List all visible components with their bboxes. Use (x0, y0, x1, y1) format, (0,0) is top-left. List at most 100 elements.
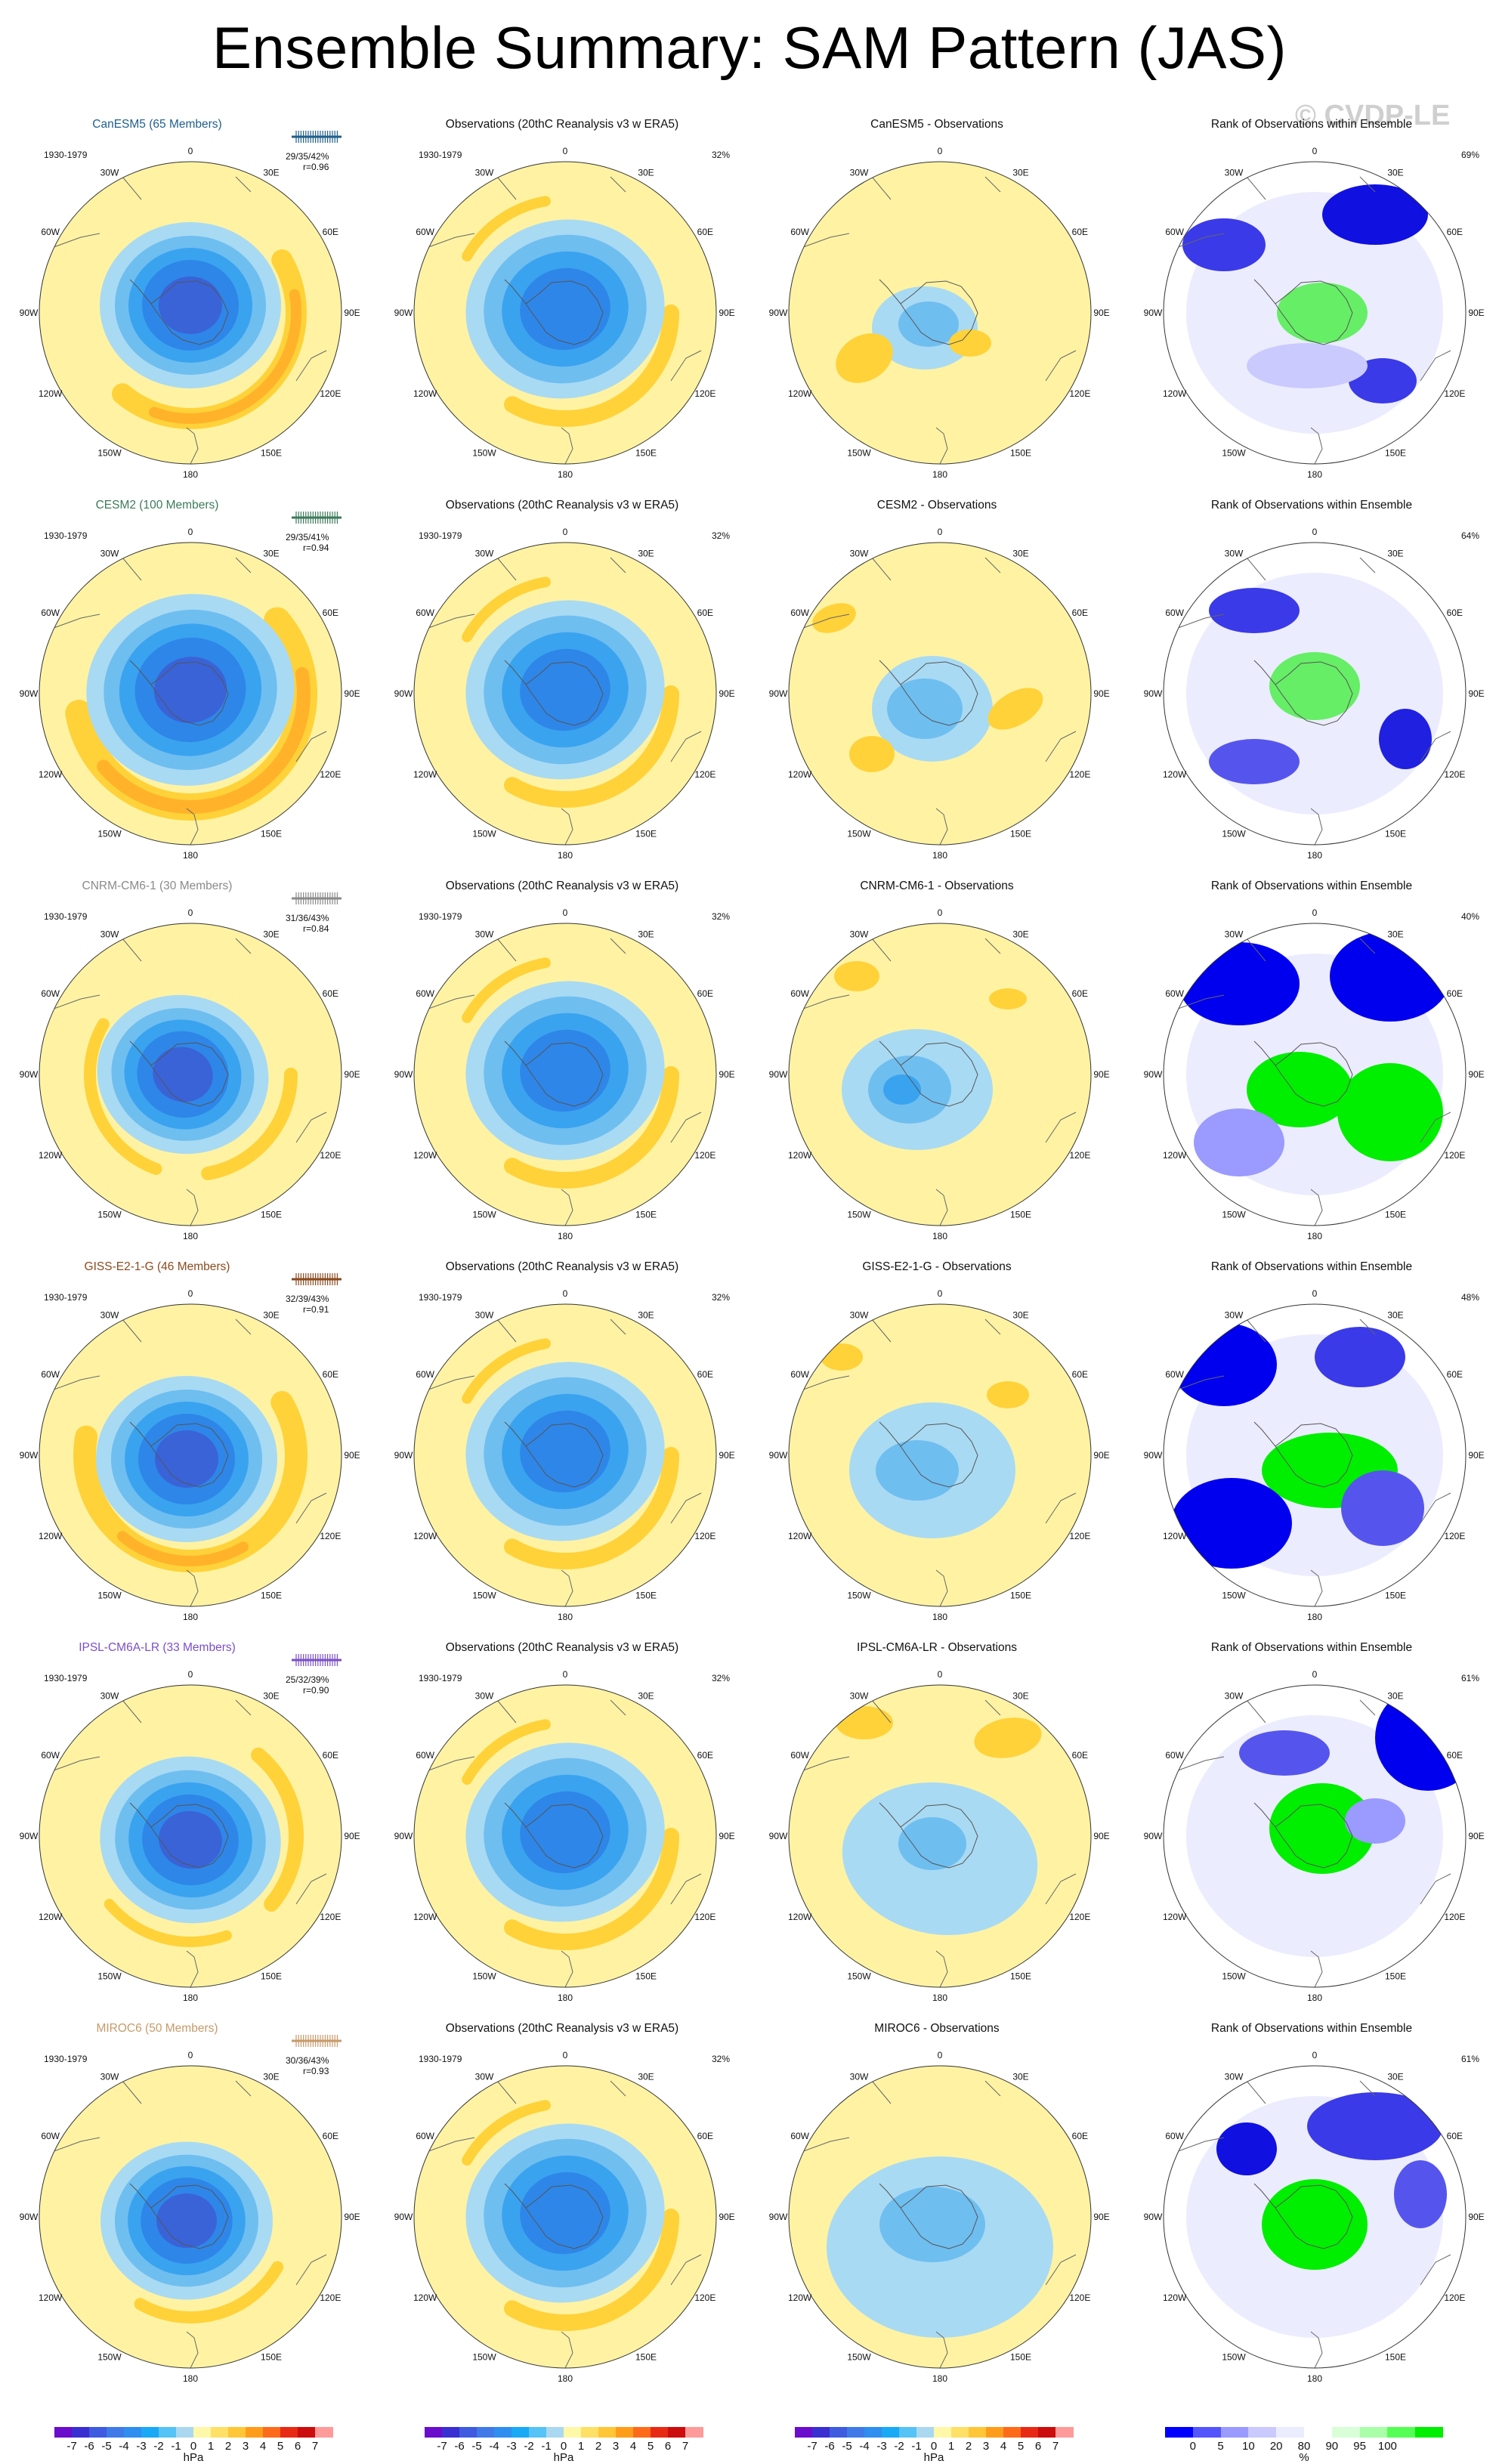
negative-anomaly-contour (898, 1817, 966, 1870)
longitude-label: 30W (100, 168, 119, 178)
member-spread-bar (292, 512, 342, 524)
rank-region (1171, 1478, 1292, 1569)
colorbar-swatch (176, 2427, 194, 2438)
colorbar-swatch (141, 2427, 159, 2438)
member-spread-bar (292, 131, 342, 143)
longitude-label: 150E (1010, 1971, 1031, 1981)
colorbar-swatch (228, 2427, 246, 2438)
longitude-label: 30E (1387, 929, 1403, 940)
longitude-label: 60W (790, 1750, 809, 1761)
longitude-label: 180 (183, 850, 198, 861)
panel-title: CNRM-CM6-1 (30 Members) (82, 880, 233, 892)
antarctica-coastline (129, 1802, 229, 1869)
longitude-label: 60W (1165, 1750, 1184, 1761)
longitude-label: 60W (790, 1369, 809, 1380)
ensemble-stats: 25/32/39% r=0.90 (286, 1674, 329, 1696)
colorbar-tick-label: -6 (454, 2440, 465, 2453)
map-boundary (788, 1684, 1092, 1988)
rank-region (1182, 218, 1266, 271)
member-spread-bar (292, 1654, 342, 1666)
map-boundary (1163, 923, 1467, 1226)
longitude-label: 180 (1307, 1612, 1322, 1622)
longitude-label: 120E (694, 2292, 716, 2303)
colorbar-unit: hPa (553, 2451, 574, 2464)
longitude-label: 30E (1012, 549, 1028, 559)
variance-percent: 32% (712, 150, 731, 160)
longitude-label: 30W (1225, 929, 1244, 940)
longitude-label: 60W (41, 227, 60, 237)
rank-region (1179, 942, 1300, 1025)
longitude-label: 120W (1163, 769, 1187, 780)
longitude-label: 150E (1010, 1209, 1031, 1220)
difference-panel: IPSL-CM6A-LR - Observations 0 30E 60E 90E 120… (750, 1637, 1124, 2017)
longitude-label: 120W (39, 1531, 63, 1541)
longitude-label: 150W (1222, 1209, 1246, 1220)
longitude-label: 180 (1307, 469, 1322, 480)
negative-anomaly-contour (879, 2187, 985, 2262)
longitude-label: 150E (635, 2351, 657, 2362)
polar-map: 0 30E 60E 90E 120E 150E 180 150W 120W 90W 60W 30W (1144, 527, 1485, 861)
rank-panel: Rank of Observations within Ensemble 61% 0… (1124, 2017, 1499, 2398)
colorbar-swatch (1021, 2427, 1039, 2438)
colorbar-swatch (298, 2427, 316, 2438)
longitude-label: 30E (1012, 168, 1028, 178)
longitude-label: 60E (1447, 988, 1463, 999)
longitude-label: 30E (1387, 168, 1403, 178)
longitude-label: 180 (183, 1612, 198, 1622)
ensemble-row-miroc6: MIROC6 (50 Members) 1930-1979 30/36/43% r=0… (0, 2017, 1499, 2398)
colorbar-swatch (1248, 2427, 1277, 2438)
observation-pattern-panel: Observations (20thC Reanalysis v3 w ERA5… (375, 1637, 750, 2017)
continent-coastline (414, 938, 702, 1226)
longitude-label: 90W (769, 1831, 788, 1841)
negative-anomaly-contour (159, 1810, 222, 1869)
longitude-label: 30E (638, 549, 654, 559)
positive-anomaly-band (97, 666, 311, 814)
colorbar-tick-label: 0 (930, 2440, 938, 2453)
longitude-label: 30E (263, 929, 279, 940)
colorbar-tick-label: -3 (876, 2440, 887, 2453)
longitude-label: 120E (1444, 388, 1465, 399)
colorbar-swatch (916, 2427, 935, 2438)
rank-region (1269, 1783, 1375, 1874)
colorbar-swatch (951, 2427, 969, 2438)
longitude-label: 90E (344, 1831, 360, 1841)
longitude-label: 150E (261, 2351, 282, 2362)
longitude-label: 90W (394, 2212, 413, 2222)
longitude-label: 150W (847, 828, 871, 839)
colorbar-tick-label: 6 (294, 2440, 301, 2453)
variance-percent: 32% (712, 1673, 731, 1683)
longitude-label: 90E (1093, 2212, 1109, 2222)
polar-map: 0 30E 60E 90E 120E 150E 180 150W 120W 90W 60W 30W (1144, 907, 1485, 1241)
positive-anomaly-band (462, 1719, 551, 1785)
rank-region (1341, 1470, 1424, 1546)
difference-panel: CNRM-CM6-1 - Observations 0 30E 60E 90E 120E 1… (750, 875, 1124, 1256)
longitude-label: 60E (323, 988, 338, 999)
map-boundary (1163, 2065, 1467, 2369)
colorbar-swatch (494, 2427, 512, 2438)
colorbar-tick-label: -1 (911, 2440, 922, 2453)
longitude-label: 180 (183, 2373, 198, 2384)
panel-title: Rank of Observations within Ensemble (1210, 499, 1413, 512)
longitude-label: 30W (850, 929, 869, 940)
longitude-label: 90E (719, 1069, 734, 1080)
period-label: 1930-1979 (44, 911, 88, 922)
polar-map: 0 30E 60E 90E 120E 150E 180 150W 120W 90W 60W 30W (1144, 1288, 1485, 1622)
positive-anomaly-contour (812, 603, 856, 633)
antarctica-coastline (129, 1421, 229, 1488)
longitude-label: 30E (1387, 549, 1403, 559)
colorbar-swatch (425, 2427, 443, 2438)
longitude-label: 90W (394, 1450, 413, 1461)
longitude-label: 150W (1222, 447, 1246, 458)
continent-coastline (789, 938, 1077, 1226)
longitude-label: 120E (694, 388, 716, 399)
polar-map: 0 30E 60E 90E 120E 150E 180 150W 120W 90W 60W 30W (1144, 146, 1485, 480)
polar-map: 0 30E 60E 90E 120E 150E 180 150W 120W 90W 60W 30W (20, 907, 360, 1241)
observation-pattern-panel: Observations (20thC Reanalysis v3 w ERA5… (375, 494, 750, 875)
rank-percent: 64% (1461, 530, 1480, 541)
longitude-label: 60W (790, 227, 809, 237)
difference-panel: GISS-E2-1-G - Observations 0 30E 60E 90E 120E… (750, 1256, 1124, 1637)
polar-map: 0 30E 60E 90E 120E 150E 180 150W 120W 90W 60W 30W (769, 146, 1110, 480)
colorbar-swatch (812, 2427, 830, 2438)
panel-title: Observations (20thC Reanalysis v3 w ERA5… (445, 880, 679, 892)
panel-title: IPSL-CM6A-LR (33 Members) (79, 1641, 236, 1654)
